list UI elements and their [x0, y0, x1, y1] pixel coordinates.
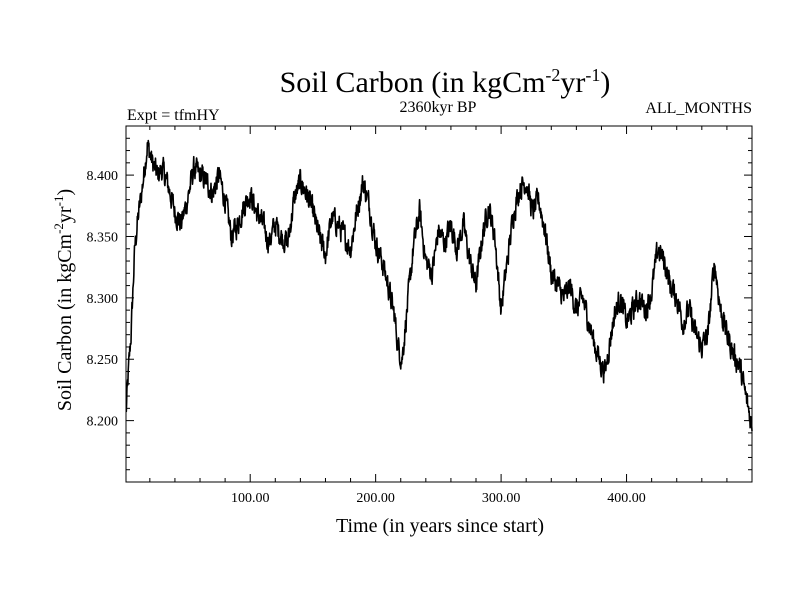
chart-title: Soil Carbon (in kgCm-2yr-1) [280, 65, 611, 99]
x-tick-label: 300.00 [482, 491, 521, 506]
y-tick-label: 8.300 [87, 292, 119, 307]
y-axis-label: Soil Carbon (in kgCm-2yr-1) [51, 189, 76, 411]
y-tick-label: 8.350 [87, 230, 119, 245]
subtitle-period: 2360kyr BP [400, 99, 477, 116]
subtitle-months: ALL_MONTHS [645, 100, 752, 117]
series-line-soil-carbon [125, 139, 753, 432]
subtitle-experiment: Expt = tfmHY [127, 107, 220, 124]
y-tick-label: 8.200 [87, 415, 119, 430]
x-tick-label: 400.00 [607, 491, 646, 506]
x-axis-ticks: 100.00 200.00 300.00 400.00 [231, 126, 646, 506]
y-tick-label: 8.250 [87, 353, 119, 368]
minor-ticks [126, 125, 752, 482]
y-tick-label: 8.400 [87, 169, 119, 184]
plot-frame [125, 125, 753, 483]
x-axis-label: Time (in years since start) [336, 515, 544, 537]
x-tick-label: 200.00 [356, 491, 395, 506]
y-axis-ticks: 8.200 8.250 8.300 8.350 8.400 [87, 169, 752, 430]
x-tick-label: 100.00 [231, 491, 270, 506]
